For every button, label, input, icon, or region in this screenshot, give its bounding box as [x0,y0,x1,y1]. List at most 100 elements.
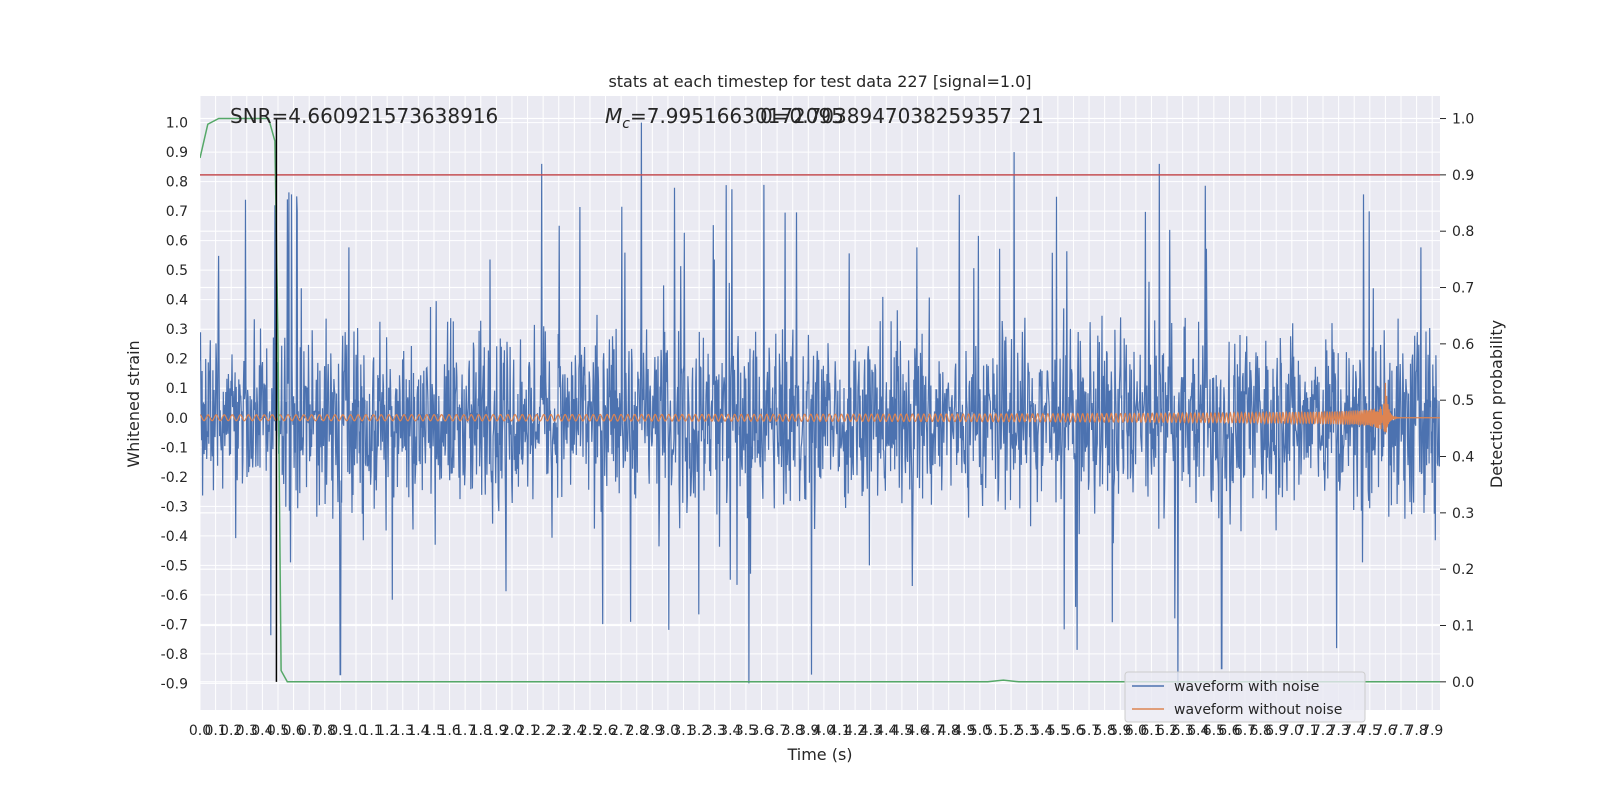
y-tick-label: -0.5 [161,558,188,574]
y-tick-label: -0.8 [161,647,188,663]
x-tick-label: 1.5 [423,723,445,739]
x-tick-label: 6.2 [1156,723,1178,739]
y2-tick-label: 0.5 [1452,393,1474,409]
y-tick-label: 0.5 [166,263,188,279]
x-tick-label: 6.4 [1187,723,1209,739]
y-tick-label: 0.7 [166,204,188,220]
x-tick-label: 4.7 [922,723,944,739]
x-tick-label: 2.0 [501,723,523,739]
y-tick-label: -0.6 [161,588,188,604]
x-tick-label: 3.4 [719,723,741,739]
x-tick-label: 7.8 [1405,723,1427,739]
y2-tick-label: 0.9 [1452,168,1474,184]
x-tick-label: 0.0 [189,723,211,739]
series-waveform-with-noise [200,122,1440,687]
mc-value: =7.99516630172095 [630,104,844,128]
y-axis-ticks: -0.9 -0.8 -0.7 -0.6 -0.5 -0.4 -0.3 -0.2 -0.1 0.0 0… [161,116,188,693]
x-axis-label: Time (s) [786,745,852,764]
y-tick-label: 0.8 [166,175,188,191]
y2-tick-label: 0.8 [1452,224,1474,240]
y2-tick-label: 0.3 [1452,506,1474,522]
y-tick-label: -0.9 [161,676,188,692]
x-tick-label: 7.4 [1343,723,1365,739]
x-tick-label: 1.1 [360,723,382,739]
x-tick-label: 5.9 [1109,723,1131,739]
x-tick-label: 3.0 [657,723,679,739]
y-tick-label: -0.3 [161,499,188,515]
x-tick-label: 6.9 [1265,723,1287,739]
series-waveform-without-noise [200,382,1440,433]
y-axis-label: Whitened strain [124,340,143,467]
y-tick-label: -0.1 [161,440,188,456]
snr-annotation: SNR=4.660921573638916 [230,104,498,128]
x-tick-label: 5.8 [1094,723,1116,739]
y-tick-label: 0.2 [166,352,188,368]
y-tick-label: -0.4 [161,529,188,545]
y-tick-label: -0.7 [161,617,188,633]
y-tick-label: 0.0 [166,411,188,427]
x-tick-label: 5.5 [1047,723,1069,739]
y2-tick-label: 0.1 [1452,619,1474,635]
x-tick-label: 7.6 [1374,723,1396,739]
x-tick-label: 2.3 [548,723,570,739]
line-detection-probability [200,117,1440,683]
x-tick-label: 1.0 [345,723,367,739]
x-tick-label: 1.3 [392,723,414,739]
x-tick-label: 2.7 [610,723,632,739]
x-tick-label: 6.5 [1203,723,1225,739]
x-tick-label: 0.7 [298,723,320,739]
x-tick-label: 4.9 [953,723,975,739]
x-tick-label: 4.8 [938,723,960,739]
y-tick-label: 0.9 [166,145,188,161]
x-tick-label: 2.8 [626,723,648,739]
x-tick-label: 4.2 [844,723,866,739]
x-tick-label: 7.0 [1281,723,1303,739]
x-tick-label: 4.6 [906,723,928,739]
x-tick-label: 2.6 [594,723,616,739]
y2-tick-label: 0.4 [1452,450,1474,466]
x-tick-label: 6.1 [1140,723,1162,739]
x-tick-label: 3.9 [797,723,819,739]
y2-tick-label: 1.0 [1452,112,1474,128]
x-tick-label: 2.4 [563,723,585,739]
legend-label-clean: waveform without noise [1174,702,1342,718]
line-waveform-with-noise [200,122,1440,687]
x-tick-label: 0.8 [314,723,336,739]
y2-axis-ticks: 0.0 0.1 0.2 0.3 0.4 0.5 0.6 0.7 0.8 0.9 1.0 [1440,112,1474,691]
x-tick-label: 4.1 [828,723,850,739]
x-tick-label: 4.3 [860,723,882,739]
legend-box [1124,671,1366,723]
x-tick-label: 0.3 [236,723,258,739]
series-detection-probability [200,117,1440,683]
y2-tick-label: 0.7 [1452,281,1474,297]
y-tick-label: 1.0 [166,116,188,132]
y-tick-label: 0.4 [166,293,188,309]
mc-annotation: Mc=7.99516630172095 [605,104,844,132]
x-tick-label: 4.0 [813,723,835,739]
x-tick-label: 0.6 [282,723,304,739]
mc-subscript: c [622,116,630,132]
x-tick-label: 2.9 [641,723,663,739]
x-tick-label: 7.5 [1359,723,1381,739]
x-tick-label: 4.4 [875,723,897,739]
legend-label-noise: waveform with noise [1174,679,1319,695]
x-tick-label: 5.7 [1078,723,1100,739]
y2-tick-label: 0.2 [1452,562,1474,578]
x-tick-label: 6.7 [1234,723,1256,739]
x-tick-label: 1.2 [376,723,398,739]
y2-tick-label: 0.6 [1452,337,1474,353]
legend: waveform with noise waveform without noi… [1124,671,1366,723]
x-tick-label: 3.2 [688,723,710,739]
x-tick-label: 6.0 [1125,723,1147,739]
chart-title: stats at each timestep for test data 227… [608,72,1031,91]
x-tick-label: 3.5 [735,723,757,739]
x-axis-ticks: 0.00.10.20.30.40.50.60.70.80.91.01.11.21… [189,723,1443,739]
x-tick-label: 6.8 [1249,723,1271,739]
x-tick-label: 7.7 [1390,723,1412,739]
x-tick-label: 5.0 [969,723,991,739]
x-tick-label: 3.7 [766,723,788,739]
x-tick-label: 2.2 [532,723,554,739]
x-tick-label: 7.1 [1296,723,1318,739]
x-tick-label: 1.4 [407,723,429,739]
